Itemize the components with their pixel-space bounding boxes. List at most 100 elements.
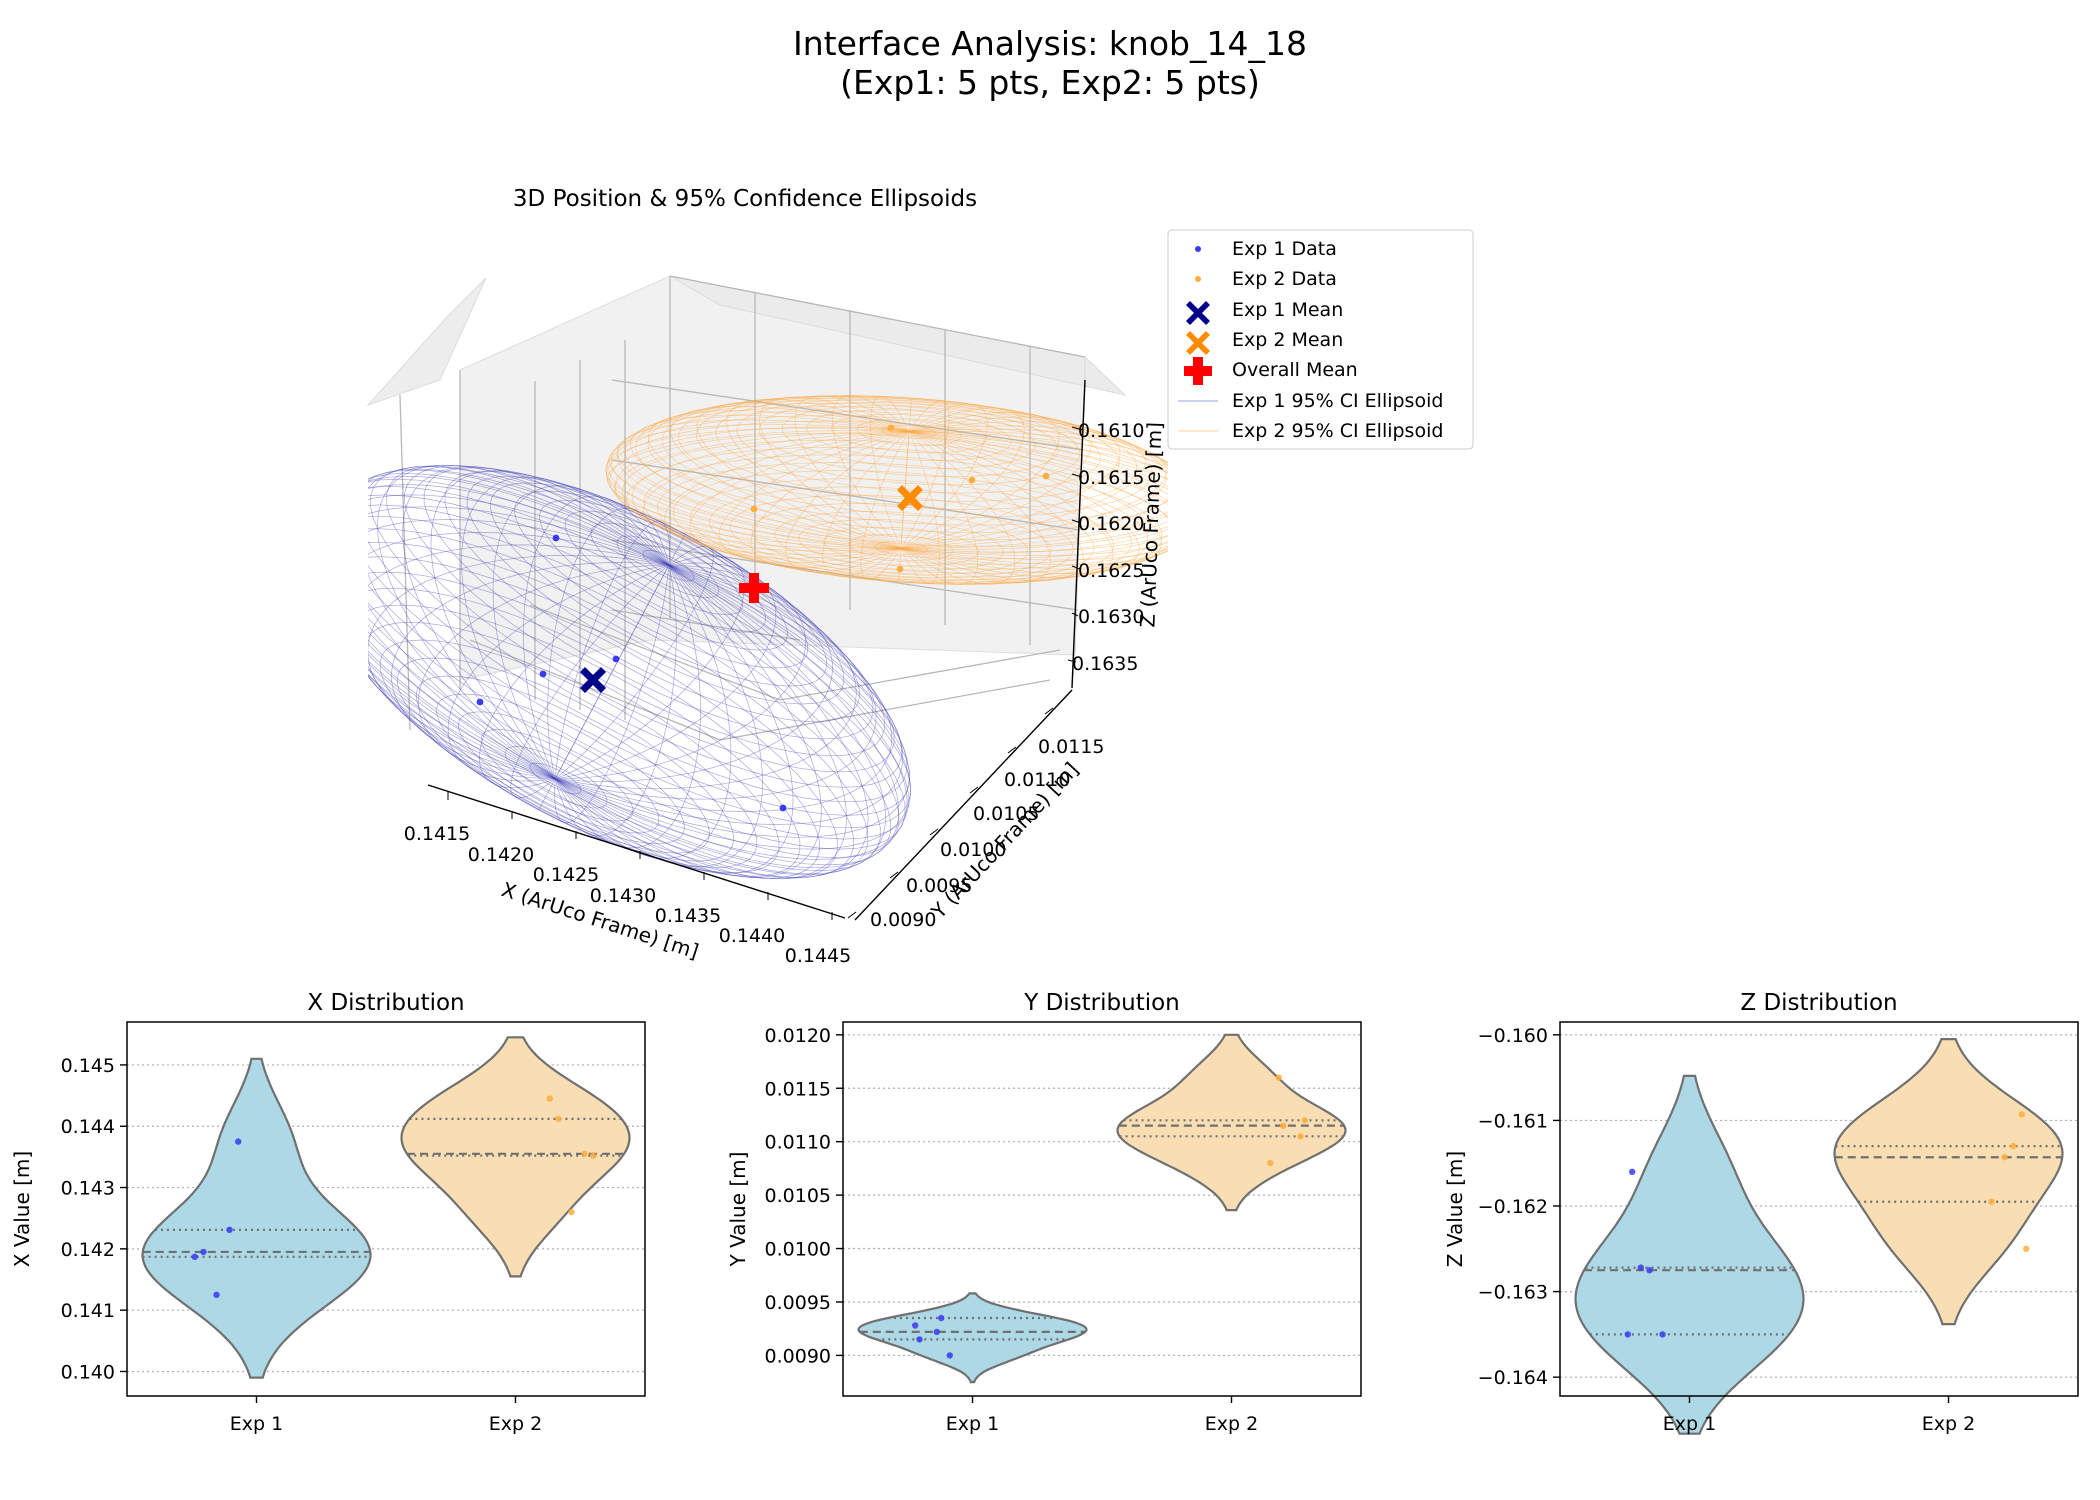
strip-point bbox=[1275, 1074, 1283, 1081]
ellipsoid-longitude-line bbox=[696, 402, 910, 549]
ellipsoid-longitude-line bbox=[607, 430, 910, 549]
ellipsoid-longitude-line bbox=[391, 562, 669, 780]
y-axis-label: Z Value [m] bbox=[1443, 1151, 1467, 1267]
ellipsoid-latitude-line bbox=[590, 522, 744, 615]
legend-box bbox=[1167, 229, 1474, 450]
plot-frame bbox=[1559, 1021, 2079, 1397]
y-tick-label: 0.143 bbox=[61, 1178, 115, 1200]
ellipsoid-longitude-line bbox=[368, 494, 669, 780]
legend-exp1-mean: Exp 1 Mean bbox=[1232, 299, 1343, 321]
ellipsoid-longitude-line bbox=[554, 564, 794, 874]
y-tick-label: 0.0100 bbox=[765, 1239, 831, 1261]
ellipsoid-latitude-line bbox=[423, 467, 874, 740]
ellipsoid-latitude-line bbox=[806, 409, 1012, 461]
strip-point bbox=[2023, 1245, 2030, 1253]
strip-point bbox=[2001, 1154, 2008, 1161]
ellipsoid-longitude-line bbox=[900, 431, 940, 585]
ellipsoid-longitude-line bbox=[479, 564, 669, 789]
ellipsoid-longitude-line bbox=[900, 431, 1168, 553]
ellipsoid-latitude-line bbox=[661, 395, 1153, 518]
strip-point bbox=[1646, 1267, 1653, 1274]
ellipsoid-longitude-line bbox=[900, 407, 1025, 549]
strip-point bbox=[191, 1253, 198, 1261]
exp2-data-point bbox=[896, 565, 904, 573]
pane-walls bbox=[366, 275, 1127, 691]
strip-point bbox=[1297, 1133, 1304, 1140]
ellipsoid-latitude-line bbox=[368, 468, 908, 803]
y-tick-label: 0.0115 bbox=[765, 1078, 831, 1100]
legend-exp1-ellipsoid: Exp 1 95% CI Ellipsoid bbox=[1232, 390, 1443, 412]
gridline bbox=[611, 379, 1084, 451]
y-tick-label: 0.0090 bbox=[870, 909, 936, 931]
ellipsoid-latitude-line bbox=[404, 465, 885, 757]
y-tick-label: 0.0095 bbox=[765, 1292, 831, 1314]
exp2-data-point bbox=[968, 476, 976, 484]
violin-body bbox=[1574, 1074, 1805, 1435]
x-tick-label: 0.1415 bbox=[404, 823, 470, 845]
x-tick-label: Exp 1 bbox=[1663, 1413, 1716, 1435]
ellipsoid-latitude-line bbox=[657, 462, 1149, 585]
panel-title: Z Distribution bbox=[1740, 990, 1897, 1016]
exp1-data-point bbox=[552, 534, 560, 542]
panel-title: X Distribution bbox=[307, 990, 464, 1016]
exp2-mean-marker bbox=[897, 485, 923, 511]
gridline bbox=[611, 539, 1079, 611]
ellipsoid-latitude-line bbox=[672, 470, 1132, 585]
ellipsoid-latitude-line bbox=[415, 675, 710, 854]
ellipsoid-longitude-line bbox=[523, 495, 670, 779]
ellipsoid-latitude-line bbox=[504, 746, 608, 809]
y-tick-mark bbox=[969, 786, 979, 794]
ellipsoid-latitude-line bbox=[758, 401, 1059, 477]
y-axis-label: Y Value [m] bbox=[726, 1152, 750, 1268]
ellipsoid-latitude-line bbox=[368, 541, 869, 876]
ellipsoid-latitude-line bbox=[678, 395, 1138, 510]
ellipsoid-longitude-line bbox=[430, 470, 670, 780]
ellipsoid-longitude-line bbox=[554, 545, 714, 780]
strip-point bbox=[555, 1115, 562, 1123]
y-tick-label: 0.0105 bbox=[765, 1185, 831, 1207]
ellipsoid-latitude-line bbox=[368, 556, 854, 878]
violin-body bbox=[1116, 1033, 1347, 1212]
gridline bbox=[469, 639, 721, 741]
strip-point bbox=[1988, 1198, 1995, 1205]
ellipsoid-longitude-line bbox=[538, 565, 670, 811]
ellipsoid-longitude-line bbox=[554, 564, 822, 878]
y-axis-ticks: 0.0090 0.0095 0.0100 0.0105 0.0110 0.011… bbox=[847, 707, 1104, 931]
strip-point bbox=[2018, 1111, 2026, 1118]
plot-frame bbox=[126, 1021, 646, 1397]
ellipsoid-latitude-line bbox=[606, 410, 1168, 560]
ellipsoid-latitude-line bbox=[605, 415, 1168, 565]
ellipsoid-latitude-line bbox=[831, 414, 987, 454]
ellipsoid-latitude-line bbox=[614, 432, 1168, 578]
ellipsoid-longitude-line bbox=[461, 476, 670, 780]
ellipsoid-longitude-line bbox=[555, 564, 893, 812]
ellipsoid-longitude-line bbox=[900, 431, 1163, 570]
z-tick-label: 0.1635 bbox=[1072, 653, 1138, 675]
strip-point bbox=[1659, 1331, 1666, 1338]
legend-overall-mean-swatch bbox=[1184, 357, 1212, 385]
strip-point bbox=[1624, 1331, 1632, 1338]
ellipsoid-longitude-line bbox=[554, 565, 677, 837]
legend-exp1-data: Exp 1 Data bbox=[1232, 238, 1337, 260]
x-axis-line bbox=[427, 784, 846, 919]
z-tick-mark bbox=[1071, 612, 1079, 617]
ellipsoid-latitude-line bbox=[539, 499, 788, 651]
ellipsoid-latitude-line bbox=[368, 528, 881, 872]
ellipsoid-latitude-line bbox=[690, 478, 1115, 585]
ellipsoid-longitude-line bbox=[554, 564, 763, 868]
ellipsoid-longitude-line bbox=[900, 431, 1168, 549]
ellipsoid-longitude-line bbox=[900, 431, 1140, 575]
ellipsoid-longitude-line bbox=[368, 475, 669, 780]
ellipsoid-latitude-line bbox=[368, 504, 900, 859]
exp2-data-point bbox=[750, 505, 758, 513]
exp2-points bbox=[750, 424, 1050, 573]
violin-body bbox=[141, 1057, 372, 1379]
ellipsoid-longitude-line bbox=[900, 431, 1114, 578]
ellipsoid-longitude-line bbox=[870, 395, 910, 549]
ellipsoid-longitude-line bbox=[554, 533, 686, 779]
ellipsoid-latitude-line bbox=[368, 515, 891, 866]
y-axis-line bbox=[854, 689, 1073, 921]
ellipsoid-longitude-line bbox=[900, 411, 1060, 549]
ellipsoid-longitude-line bbox=[554, 520, 670, 779]
ellipsoid-longitude-line bbox=[554, 565, 701, 849]
